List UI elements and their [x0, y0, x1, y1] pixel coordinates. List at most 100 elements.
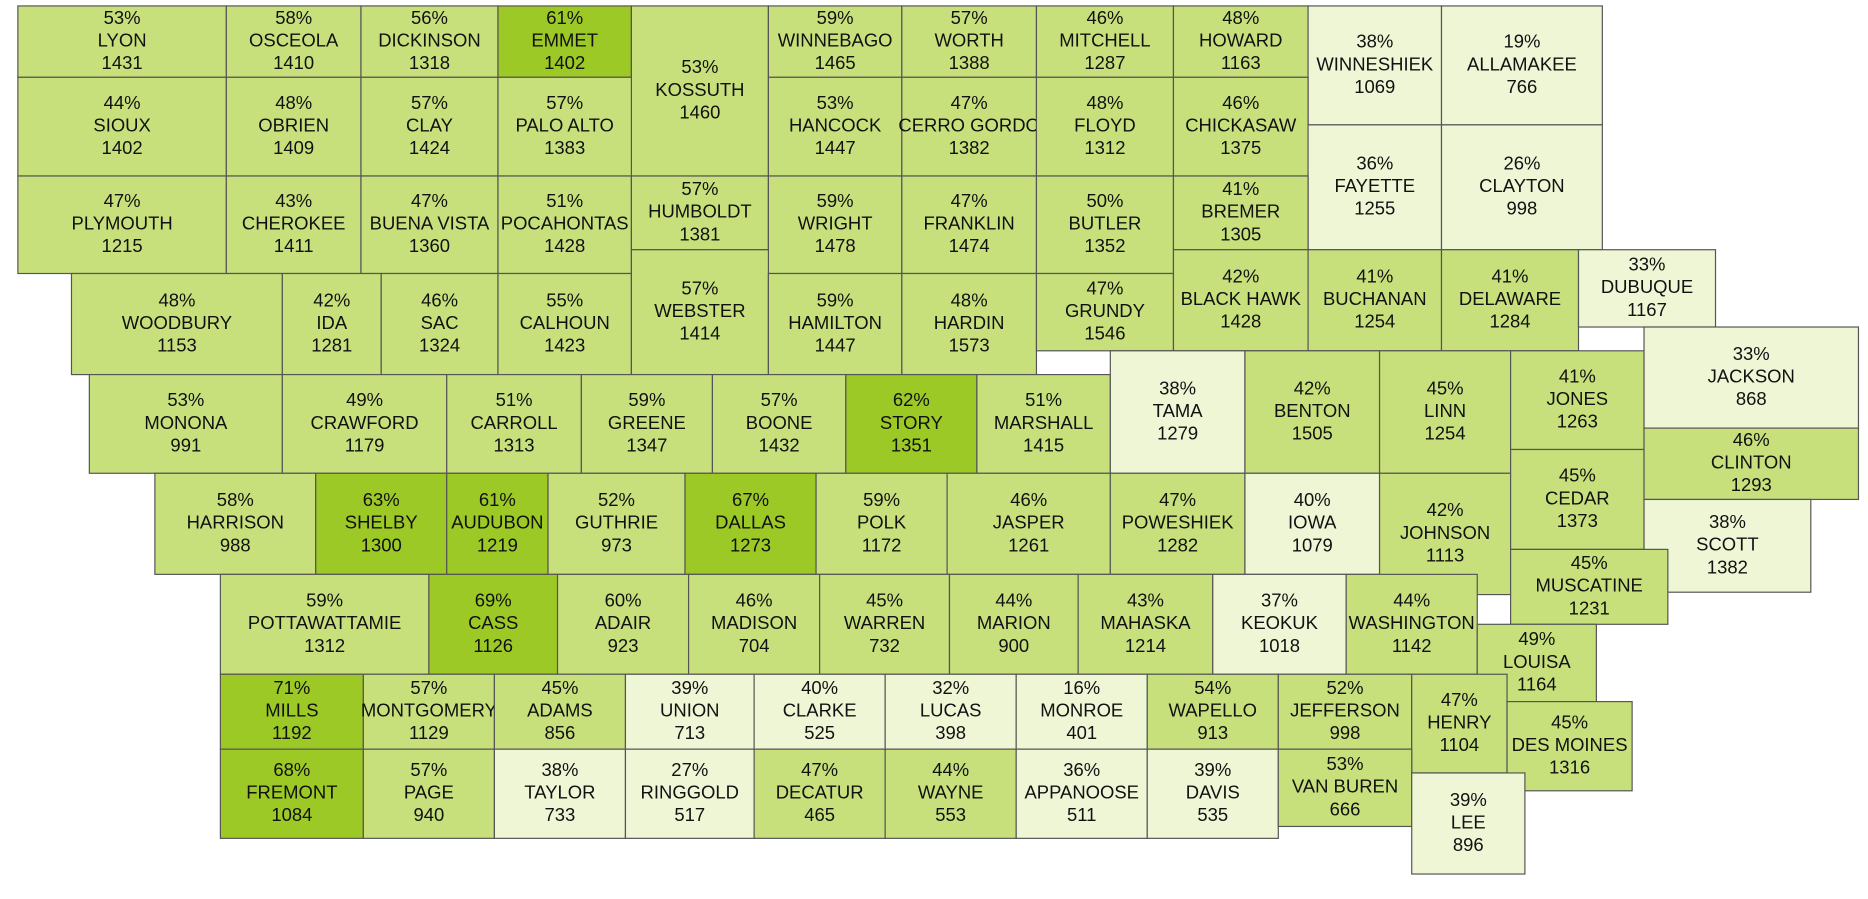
county-name: CASS [468, 612, 518, 633]
county-pct: 44% [932, 759, 969, 780]
county-pct: 41% [1222, 178, 1259, 199]
county-pct: 46% [1010, 489, 1047, 510]
county-name: MITCHELL [1059, 30, 1150, 51]
county-shape [687, 573, 821, 675]
county-name: RINGGOLD [641, 782, 739, 803]
county-count: 1383 [544, 137, 585, 158]
county-shape [1035, 5, 1175, 78]
county-shape [1172, 76, 1309, 177]
county-pct: 46% [1222, 92, 1259, 113]
county-count: 1254 [1425, 423, 1466, 444]
county-shape [225, 175, 362, 275]
county-pct: 47% [411, 190, 448, 211]
county-name: LYON [98, 30, 147, 51]
county-count: 525 [804, 722, 835, 743]
county-pct: 49% [1518, 628, 1555, 649]
county-count: 401 [1066, 722, 1097, 743]
county-shape [493, 748, 627, 839]
county-name: DUBUQUE [1601, 276, 1693, 297]
county-shape [17, 76, 227, 177]
county-shape [360, 76, 499, 177]
county-count: 1104 [1440, 734, 1480, 755]
county-name: HOWARD [1199, 30, 1282, 51]
county-shape [753, 748, 886, 839]
county-pct: 47% [951, 92, 988, 113]
county-pct: 61% [546, 7, 583, 28]
county-name: CHEROKEE [242, 213, 346, 234]
county-count: 1312 [304, 635, 345, 656]
county-name: CLAYTON [1479, 175, 1564, 196]
county-name: CLAY [406, 115, 453, 136]
county-count: 1167 [1627, 299, 1667, 320]
county-count: 1465 [815, 52, 856, 73]
county-pct: 57% [410, 677, 447, 698]
county-pct: 59% [817, 7, 854, 28]
county-pct: 48% [158, 289, 195, 310]
county-name: PAGE [404, 782, 454, 803]
county-count: 1573 [949, 335, 990, 356]
county-pct: 51% [496, 389, 533, 410]
county-count: 535 [1197, 804, 1228, 825]
county-pct: 46% [1733, 429, 1770, 450]
county-pct: 57% [951, 7, 988, 28]
county-shape [901, 76, 1038, 177]
county-count: 1192 [272, 722, 312, 743]
county-name: JACKSON [1708, 365, 1795, 386]
county-pct: 59% [817, 289, 854, 310]
county-pct: 53% [167, 389, 204, 410]
county-name: ALLAMAKEE [1467, 53, 1577, 74]
county-count: 1474 [949, 235, 990, 256]
county-pct: 57% [681, 277, 718, 298]
county-count: 998 [1507, 198, 1538, 219]
county-shape [684, 472, 817, 575]
county-name: WASHINGTON [1349, 612, 1475, 633]
county-shape [1035, 76, 1175, 177]
county-name: WRIGHT [798, 213, 873, 234]
county-name: MARSHALL [994, 412, 1093, 433]
county-count: 1415 [1023, 434, 1064, 455]
county-name: MAHASKA [1100, 612, 1191, 633]
county-name: BLACK HAWK [1181, 288, 1302, 309]
county-pct: 39% [1194, 759, 1231, 780]
county-count: 733 [545, 804, 576, 825]
county-name: HANCOCK [789, 115, 882, 136]
county-shape [17, 175, 227, 275]
county-shape [1015, 673, 1148, 750]
county-count: 913 [1197, 722, 1228, 743]
county-count: 1447 [815, 335, 856, 356]
county-count: 1505 [1292, 423, 1333, 444]
county-name: CLARKE [783, 700, 857, 721]
county-pct: 47% [1159, 489, 1196, 510]
county-pct: 42% [1222, 266, 1259, 287]
county-pct: 54% [1194, 677, 1231, 698]
county-name: TAYLOR [524, 782, 595, 803]
county-pct: 38% [541, 759, 578, 780]
county-pct: 67% [732, 489, 769, 510]
county-pct: 53% [1327, 753, 1364, 774]
county-count: 998 [1330, 722, 1361, 743]
county-count: 923 [608, 635, 639, 656]
county-pct: 71% [273, 677, 310, 698]
county-count: 1126 [473, 635, 513, 656]
county-count: 1172 [862, 534, 902, 555]
county-shape [1035, 175, 1175, 275]
county-shape [1035, 272, 1175, 352]
